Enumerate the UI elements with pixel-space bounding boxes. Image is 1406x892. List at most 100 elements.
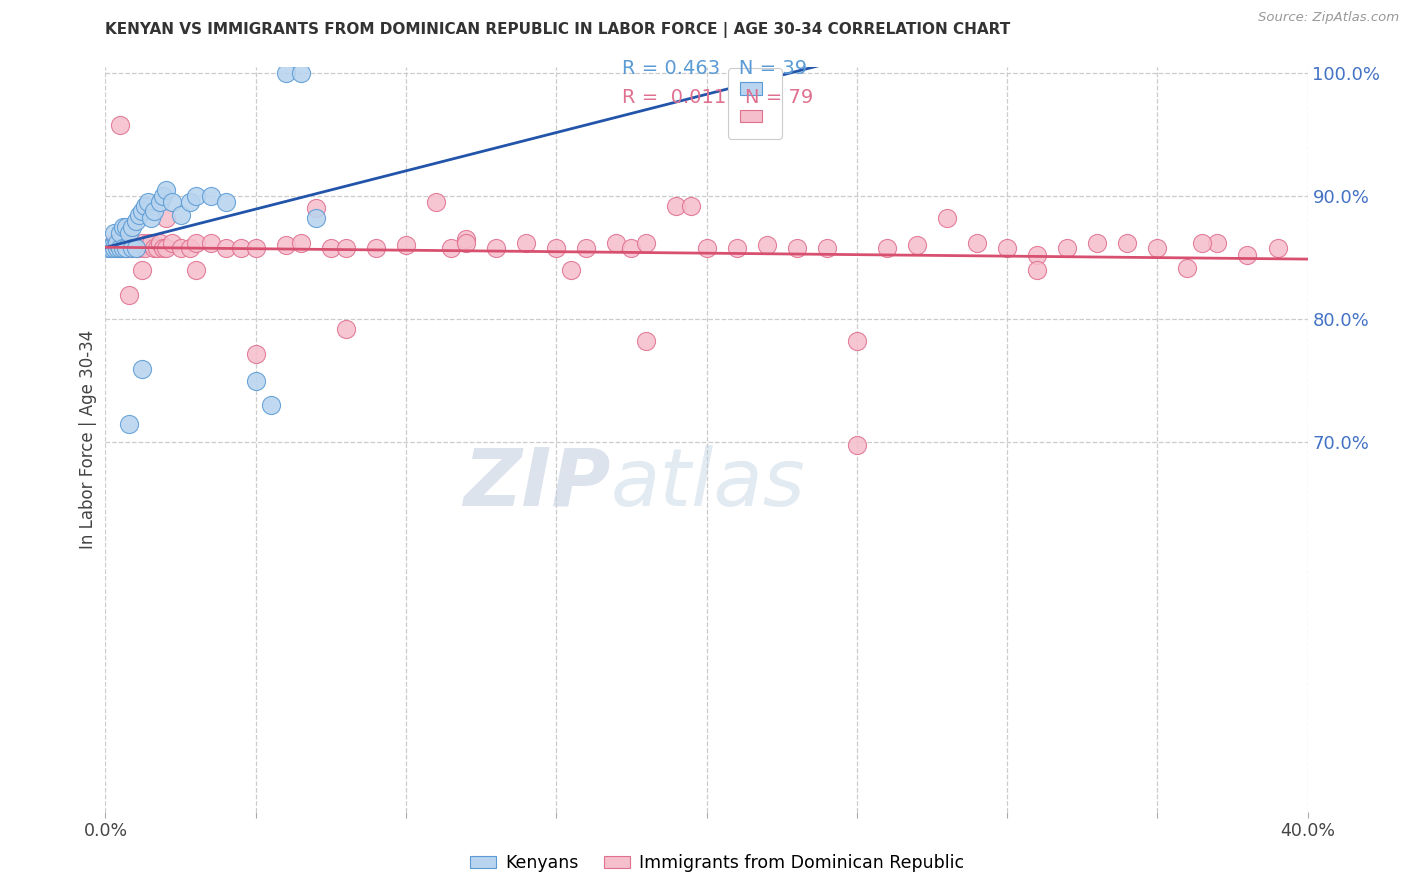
Point <box>290 235 312 250</box>
Point <box>319 241 342 255</box>
Point <box>274 66 297 80</box>
Point <box>620 241 643 255</box>
Point <box>110 118 132 132</box>
Point <box>152 189 174 203</box>
Y-axis label: In Labor Force | Age 30-34: In Labor Force | Age 30-34 <box>79 330 97 549</box>
Point <box>515 235 537 250</box>
Point <box>184 189 207 203</box>
Point <box>546 241 568 255</box>
Point <box>1267 241 1289 255</box>
Point <box>121 241 143 255</box>
Point <box>139 235 162 250</box>
Point <box>966 235 988 250</box>
Point <box>605 235 627 250</box>
Point <box>229 241 252 255</box>
Point <box>160 195 183 210</box>
Point <box>139 211 162 226</box>
Point <box>124 214 146 228</box>
Point <box>142 203 165 218</box>
Point <box>148 235 170 250</box>
Point <box>128 241 150 255</box>
Point <box>136 195 159 210</box>
Point <box>1116 235 1139 250</box>
Point <box>121 219 143 234</box>
Point <box>725 241 748 255</box>
Point <box>575 241 598 255</box>
Point <box>134 199 156 213</box>
Point <box>786 241 808 255</box>
Point <box>155 183 177 197</box>
Point <box>124 241 146 255</box>
Point <box>305 211 328 226</box>
Point <box>1206 235 1229 250</box>
Point <box>845 334 868 349</box>
Point <box>107 241 129 255</box>
Point <box>136 235 159 250</box>
Point <box>179 195 201 210</box>
Point <box>103 241 125 255</box>
Point <box>128 208 150 222</box>
Point <box>1026 248 1049 262</box>
Text: R = 0.463   N = 39: R = 0.463 N = 39 <box>623 60 807 78</box>
Point <box>145 241 167 255</box>
Legend: , : , <box>727 69 782 139</box>
Point <box>110 226 132 240</box>
Point <box>148 195 170 210</box>
Point <box>155 241 177 255</box>
Point <box>560 263 582 277</box>
Point <box>1026 263 1049 277</box>
Point <box>118 417 141 431</box>
Point <box>636 235 658 250</box>
Point <box>1191 235 1213 250</box>
Point <box>485 241 508 255</box>
Point <box>200 189 222 203</box>
Point <box>100 241 122 255</box>
Point <box>124 241 146 255</box>
Point <box>103 235 125 250</box>
Text: Source: ZipAtlas.com: Source: ZipAtlas.com <box>1258 11 1399 24</box>
Point <box>290 66 312 80</box>
Point <box>364 241 387 255</box>
Point <box>110 241 132 255</box>
Point <box>118 226 141 240</box>
Point <box>115 241 138 255</box>
Point <box>179 241 201 255</box>
Point <box>134 241 156 255</box>
Point <box>200 235 222 250</box>
Point <box>169 208 191 222</box>
Point <box>112 235 135 250</box>
Point <box>1085 235 1108 250</box>
Point <box>160 235 183 250</box>
Point <box>440 241 463 255</box>
Point <box>131 361 153 376</box>
Point <box>184 263 207 277</box>
Point <box>152 241 174 255</box>
Point <box>131 235 153 250</box>
Point <box>245 241 267 255</box>
Point <box>335 322 357 336</box>
Point <box>425 195 447 210</box>
Point <box>335 241 357 255</box>
Point <box>1146 241 1168 255</box>
Text: R =  0.011   N = 79: R = 0.011 N = 79 <box>623 87 814 107</box>
Point <box>696 241 718 255</box>
Point <box>214 241 236 255</box>
Point <box>115 219 138 234</box>
Point <box>107 235 129 250</box>
Point <box>142 241 165 255</box>
Point <box>1056 241 1078 255</box>
Point <box>214 195 236 210</box>
Point <box>118 241 141 255</box>
Point <box>121 235 143 250</box>
Point <box>103 226 125 240</box>
Point <box>260 399 283 413</box>
Point <box>97 241 120 255</box>
Point <box>815 241 838 255</box>
Point <box>876 241 898 255</box>
Point <box>274 238 297 252</box>
Point <box>454 235 477 250</box>
Point <box>395 238 418 252</box>
Legend: Kenyans, Immigrants from Dominican Republic: Kenyans, Immigrants from Dominican Repub… <box>463 847 972 879</box>
Point <box>112 241 135 255</box>
Point <box>155 211 177 226</box>
